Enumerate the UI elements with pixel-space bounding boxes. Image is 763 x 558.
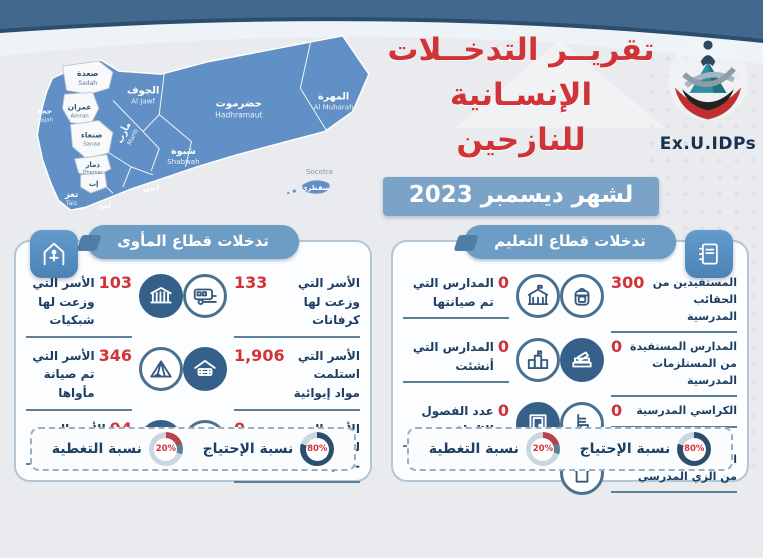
stat-value: 103 — [98, 273, 132, 292]
map-label-aljawf-en: Al Jawf — [131, 96, 155, 105]
stat-value: 0 — [497, 337, 509, 356]
coverage-donut-chart: 20% — [525, 432, 560, 466]
coverage-value: 20% — [154, 437, 178, 461]
map-label-sadah-en: Sadah — [78, 80, 97, 87]
map-label-hajjah-ar: حجة — [37, 106, 52, 115]
stat-row: الأسر التي استلمت مواد إيوائية 1,906 — [182, 345, 360, 411]
report-title-line1: تقريــر التدخــلات — [387, 32, 655, 68]
stat-row: الأسر التي وزعت لها شبكيات 103 — [26, 274, 183, 338]
map-label-hajjah-en: Hajjah — [36, 118, 54, 124]
stat-label: الأسر التي تم صيانة مأواها — [32, 348, 95, 400]
map-label-amran-ar: عمران — [68, 102, 92, 111]
need-percentage-group: 80% نسبة الإحتياج — [203, 432, 335, 466]
stat-value: 0 — [497, 273, 509, 292]
map-label-aljawf-ar: الجوف — [127, 85, 159, 96]
map-label-taiz-ar: تعز — [64, 190, 78, 200]
tent-icon — [138, 346, 183, 391]
map-label-hadhramaut-en: Hadhramaut — [215, 110, 262, 119]
shelter-panel-title: تدخلات قطاع المأوى — [87, 225, 299, 259]
region-sadah — [61, 60, 114, 95]
need-percentage-group: 80% نسبة الإحتياج — [580, 432, 712, 466]
map-label-sanaa-en: Sanaa — [83, 142, 100, 148]
shelter-percentages-box: 80% نسبة الإحتياج 20% نسبة التغطية — [30, 427, 356, 471]
schoolbag-icon — [559, 274, 604, 318]
coverage-value: 20% — [531, 437, 555, 461]
stat-value: 300 — [610, 273, 645, 292]
stat-value: 133 — [233, 273, 268, 292]
map-label-sadah-ar: صعدة — [77, 69, 99, 78]
report-title-line2: الإنسـانية للنازحين — [449, 76, 593, 158]
stat-value: 346 — [98, 345, 132, 365]
logo-text: Ex.U.IDPs — [659, 134, 757, 154]
need-label: نسبة الإحتياج — [202, 441, 294, 457]
school-supplies-icon — [559, 338, 604, 383]
stat-row: المستفيدين من الحقائب المدرسية 300 — [559, 273, 737, 334]
stat-value: 0 — [610, 401, 623, 421]
map-label-taiz-en: Taiz — [65, 200, 77, 207]
school-building-icon — [515, 274, 560, 318]
organization-emblem-icon — [667, 39, 749, 121]
map-label-abyan-ar: أبين — [143, 182, 160, 193]
map-label-socotra-en: Socotra — [306, 167, 333, 176]
report-title-block: تقريــر التدخــلات الإنسـانية للنازحين ل… — [383, 28, 659, 216]
yemen-silhouette — [36, 35, 370, 211]
map-label-dhamar-ar: ذمار — [84, 160, 100, 169]
need-value: 80% — [305, 437, 329, 461]
stat-row: الأسر التي وزعت لها كرفانات 133 — [182, 273, 360, 338]
stat-label: الكراسي المدرسية — [636, 404, 737, 418]
map-label-ibb-ar: إب — [89, 179, 98, 188]
stat-label: المدارس التي تم صيانتها — [412, 276, 494, 309]
stat-label: الأسر التي وزعت لها شبكيات — [32, 276, 95, 328]
map-label-shabwah-en: Shabwah — [167, 157, 199, 166]
shelter-panel: تدخلات قطاع المأوى الأسر التي وزعت لها ك… — [14, 225, 372, 484]
stat-label: المدارس المستفيدة من المستلزمات المدرسية — [630, 340, 737, 388]
stat-label: المدارس التي أنشئت — [412, 340, 494, 373]
organization-logo: Ex.U.IDPs — [656, 32, 760, 154]
stat-label: الأسر التي استلمت مواد إيوائية — [293, 348, 360, 400]
stat-value: 1,906 — [233, 345, 285, 365]
need-label: نسبة الإحتياج — [579, 441, 671, 457]
stat-row: المدارس المستفيدة من المستلزمات المدرسية… — [559, 337, 737, 398]
need-donut-chart: 80% — [300, 432, 335, 466]
map-label-hadhramaut-ar: حضرموت — [216, 98, 262, 109]
region-sanaa — [70, 120, 114, 160]
map-label-dhamar-en: Dhamar — [83, 170, 104, 176]
stat-label: المستفيدين من الحقائب المدرسية — [652, 276, 737, 324]
coverage-label: نسبة التغطية — [428, 441, 519, 457]
map-label-almaharah-ar: المهرة — [318, 91, 349, 102]
shelter-materials-icon — [182, 346, 227, 391]
map-label-sanaa-ar: صنعاء — [81, 131, 102, 140]
notebook-icon — [685, 230, 733, 278]
map-label-amran-en: Amran — [70, 113, 89, 119]
education-panel: تدخلات قطاع التعليم المستفيدين من الحقائ… — [391, 225, 749, 496]
yemen-map: صعدة Sadah حجة Hajjah عمران Amran الجوف … — [0, 14, 388, 224]
stat-row: المدارس التي أنشئت 0 — [403, 338, 560, 390]
education-panel-title: تدخلات قطاع التعليم — [464, 225, 676, 259]
map-label-abyan-en: Abyan — [142, 193, 161, 200]
region-ibb — [80, 172, 108, 194]
coverage-label: نسبة التغطية — [51, 441, 142, 457]
map-label-shabwah-ar: شبوة — [171, 146, 196, 157]
region-socotra — [302, 180, 330, 194]
map-label-lahj-ar: لحج — [98, 201, 111, 210]
stat-row: المدارس التي تم صيانتها 0 — [403, 274, 560, 326]
caravan-icon — [182, 274, 227, 318]
coverage-percentage-group: 20% نسبة التغطية — [52, 432, 183, 466]
stat-value: 0 — [610, 337, 623, 357]
netting-icon — [138, 274, 183, 318]
education-percentages-box: 80% نسبة الإحتياج 20% نسبة التغطية — [407, 427, 733, 471]
stat-value: 0 — [497, 401, 509, 420]
need-donut-chart: 80% — [677, 432, 712, 466]
report-month-badge: لشهر ديسمبر 2023 — [383, 176, 659, 216]
map-label-socotra-ar: سقطرى — [302, 184, 330, 192]
coverage-percentage-group: 20% نسبة التغطية — [429, 432, 560, 466]
school-built-icon — [515, 338, 560, 382]
map-label-almaharah-en: Al Muharah — [314, 102, 354, 111]
stat-row: الأسر التي تم صيانة مأواها 346 — [26, 347, 183, 411]
need-value: 80% — [682, 437, 706, 461]
coverage-donut-chart: 20% — [148, 432, 183, 466]
stat-label: الأسر التي وزعت لها كرفانات — [297, 276, 360, 328]
shelter-home-icon — [30, 230, 78, 278]
